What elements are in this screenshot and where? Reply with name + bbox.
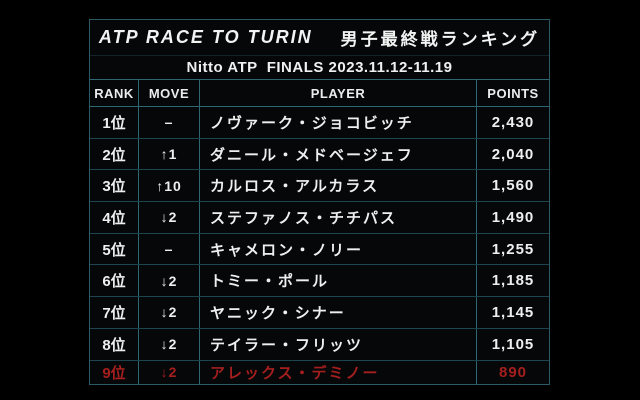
move-cell: ↓2 xyxy=(138,202,199,233)
table-row: 3位 ↑10 カルロス・アルカラス 1,560 xyxy=(90,170,549,203)
move-cell: – xyxy=(138,233,199,265)
column-header-rank: RANK xyxy=(94,85,134,101)
table-body: 1位 – ノヴァーク・ジョコビッチ 2,430 2位 ↑1 ダニール・メドベージ… xyxy=(90,107,549,384)
table-row: 6位 ↓2 トミー・ポール 1,185 xyxy=(90,265,549,298)
title-english: ATP RACE TO TURIN xyxy=(98,27,313,47)
rank-cell: 7位 xyxy=(102,304,126,322)
move-cell: – xyxy=(138,107,199,138)
rank-cell: 4位 xyxy=(102,209,126,227)
rank-cell: 1位 xyxy=(102,114,126,132)
ranking-board: ATP RACE TO TURIN 男子最終戦ランキング Nitto ATP F… xyxy=(89,19,550,385)
table-header: RANK MOVE PLAYER POINTS xyxy=(90,79,549,107)
points-cell: 1,185 xyxy=(476,265,549,297)
move-cell: ↓2 xyxy=(138,297,199,328)
player-cell: テイラー・フリッツ xyxy=(199,328,476,360)
rank-cell: 5位 xyxy=(102,241,126,259)
points-cell: 1,255 xyxy=(476,233,549,265)
points-cell: 1,490 xyxy=(476,202,549,233)
table-row: 8位 ↓2 テイラー・フリッツ 1,105 xyxy=(90,328,549,361)
move-cell: ↓2 xyxy=(138,360,199,384)
rank-cell: 6位 xyxy=(102,273,126,291)
table-row: 9位 ↓2 アレックス・デミノー 890 xyxy=(90,360,549,384)
player-cell: ノヴァーク・ジョコビッチ xyxy=(199,107,476,138)
event-subtitle: Nitto ATP FINALS 2023.11.12-11.19 xyxy=(186,59,453,76)
player-cell: ステファノス・チチパス xyxy=(199,202,476,233)
subtitle-row: Nitto ATP FINALS 2023.11.12-11.19 xyxy=(90,55,549,79)
rank-cell: 2位 xyxy=(102,146,126,164)
rank-cell: 8位 xyxy=(102,336,126,354)
points-cell: 1,145 xyxy=(476,297,549,328)
move-cell: ↑1 xyxy=(138,138,199,170)
column-header-player: PLAYER xyxy=(199,80,476,106)
move-cell: ↑10 xyxy=(138,170,199,202)
player-cell: アレックス・デミノー xyxy=(199,360,476,384)
move-cell: ↓2 xyxy=(138,328,199,360)
player-cell: カルロス・アルカラス xyxy=(199,170,476,202)
rank-cell: 9位 xyxy=(102,364,126,382)
table-row: 5位 – キャメロン・ノリー 1,255 xyxy=(90,233,549,266)
player-cell: キャメロン・ノリー xyxy=(199,233,476,265)
column-header-points: POINTS xyxy=(476,80,549,106)
points-cell: 2,430 xyxy=(476,107,549,138)
player-cell: ダニール・メドベージェフ xyxy=(199,138,476,170)
move-cell: ↓2 xyxy=(138,265,199,297)
points-cell: 1,560 xyxy=(476,170,549,202)
table-row: 1位 – ノヴァーク・ジョコビッチ 2,430 xyxy=(90,107,549,139)
points-cell: 890 xyxy=(476,360,549,384)
player-cell: ヤニック・シナー xyxy=(199,297,476,328)
table-row: 7位 ↓2 ヤニック・シナー 1,145 xyxy=(90,297,549,329)
column-header-move: MOVE xyxy=(138,80,199,106)
title-japanese: 男子最終戦ランキング xyxy=(340,30,541,49)
title-row: ATP RACE TO TURIN 男子最終戦ランキング xyxy=(90,20,549,55)
table-row: 4位 ↓2 ステファノス・チチパス 1,490 xyxy=(90,202,549,234)
player-cell: トミー・ポール xyxy=(199,265,476,297)
points-cell: 2,040 xyxy=(476,138,549,170)
points-cell: 1,105 xyxy=(476,328,549,360)
rank-cell: 3位 xyxy=(102,178,126,196)
table-row: 2位 ↑1 ダニール・メドベージェフ 2,040 xyxy=(90,138,549,171)
